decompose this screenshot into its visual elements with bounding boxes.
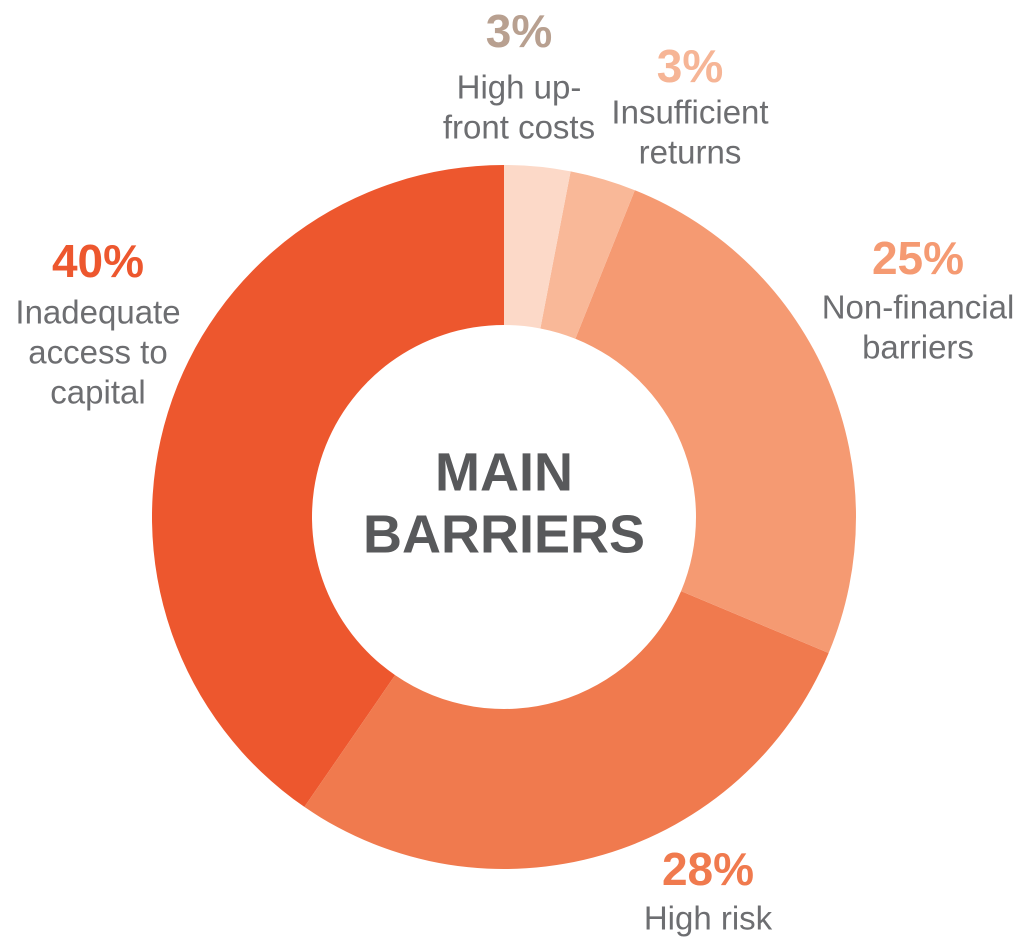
donut-slice	[152, 165, 504, 807]
category-label: Inadequate	[15, 294, 180, 331]
category-label: barriers	[862, 329, 974, 366]
donut-slice	[575, 190, 856, 653]
value-label: 40%	[52, 235, 144, 287]
donut-slice	[504, 165, 571, 329]
value-label: 3%	[486, 5, 552, 57]
donut-slice	[540, 171, 635, 339]
center-text: BARRIERS	[363, 504, 645, 564]
value-label: 3%	[657, 40, 723, 92]
value-label: 28%	[662, 843, 754, 895]
center-text: MAIN	[435, 442, 573, 502]
category-label: returns	[639, 134, 742, 171]
category-label: capital	[50, 374, 145, 411]
value-label: 25%	[872, 232, 964, 284]
donut-slice	[304, 591, 829, 869]
category-label: Non-financial	[822, 289, 1015, 326]
category-label: front costs	[443, 109, 595, 146]
category-label: High risk	[644, 900, 773, 937]
category-label: access to	[28, 334, 167, 371]
category-label: Insufficient	[611, 94, 768, 131]
category-label: High up-	[457, 69, 582, 106]
